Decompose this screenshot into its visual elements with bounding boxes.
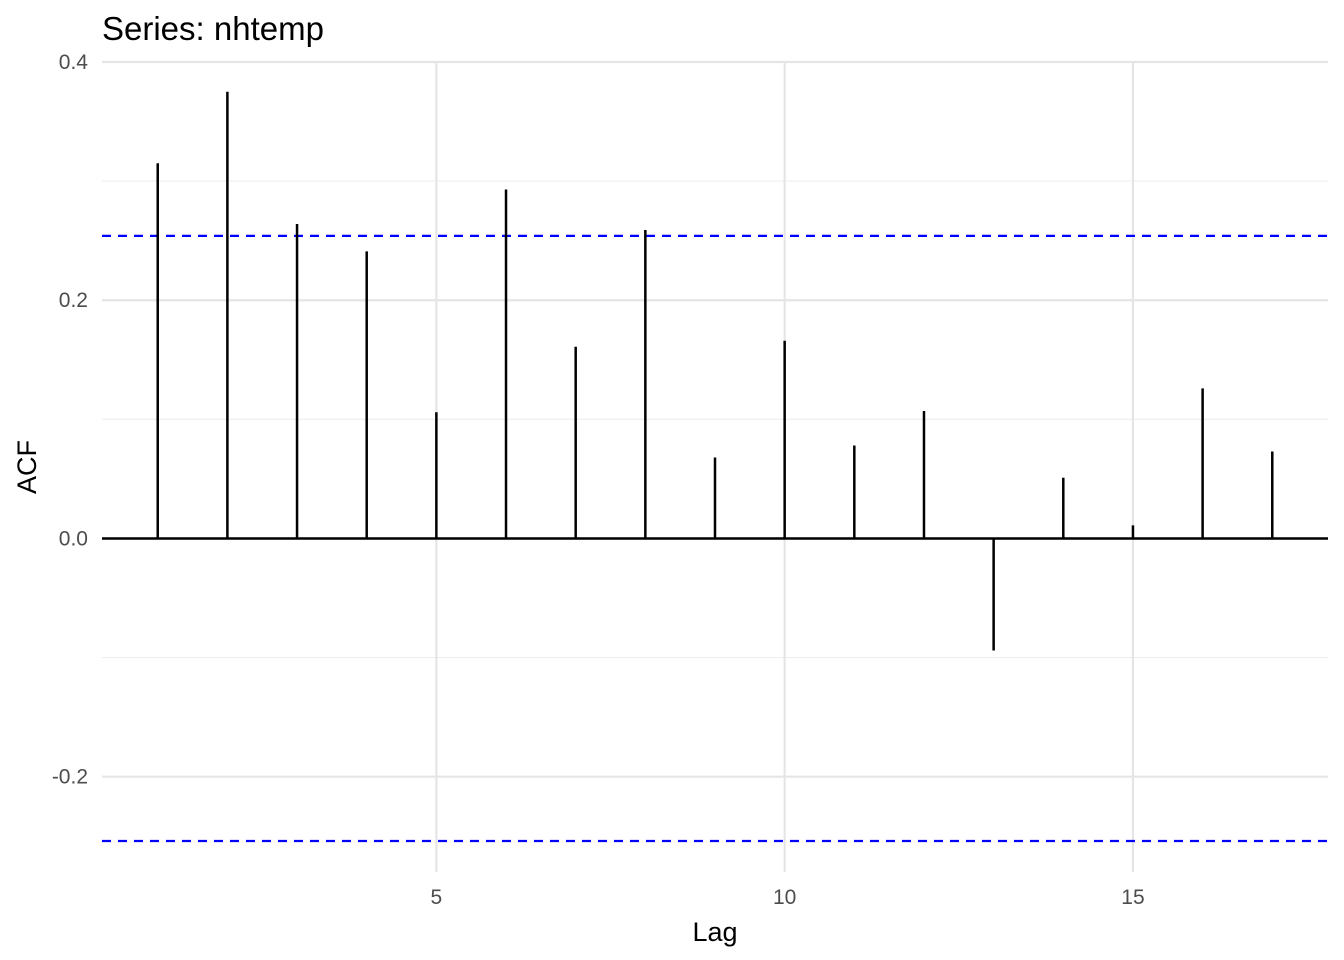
y-tick-label: -0.2 — [52, 766, 88, 789]
x-tick-label: 10 — [773, 886, 796, 909]
acf-bars — [156, 91, 1274, 651]
x-axis-title: Lag — [692, 917, 737, 947]
y-axis-tick-labels: -0.2 0.0 0.2 0.4 — [52, 51, 88, 789]
confidence-bounds — [102, 234, 1328, 843]
y-tick-label: 0.4 — [59, 51, 89, 74]
x-axis-tick-labels: 5 10 15 — [431, 886, 1145, 909]
x-tick-label: 15 — [1121, 886, 1144, 909]
y-axis-title: ACF — [12, 440, 42, 494]
y-tick-label: 0.2 — [59, 289, 88, 312]
y-tick-label: 0.0 — [59, 527, 88, 550]
minor-gridlines — [102, 180, 1328, 659]
x-tick-label: 5 — [431, 886, 443, 909]
chart-title: Series: nhtemp — [102, 10, 324, 47]
